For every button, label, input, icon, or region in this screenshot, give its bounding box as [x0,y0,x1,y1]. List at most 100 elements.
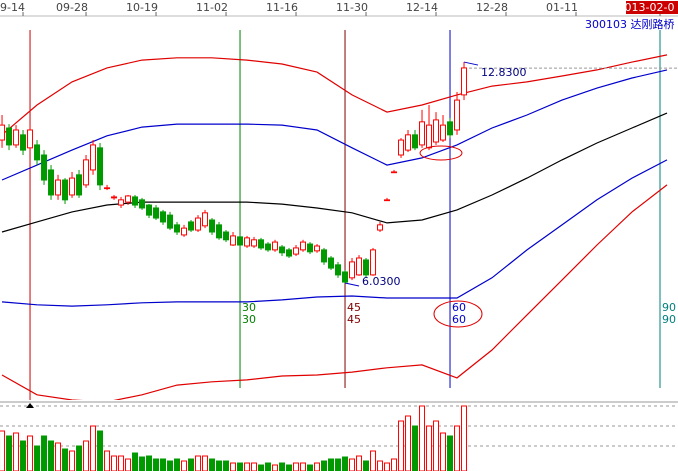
candle-body [174,224,181,233]
candle-body [118,199,125,206]
volume-bar [314,462,321,471]
candle-body [13,129,20,146]
candle-body [202,212,209,227]
x-tick-label: 11-16 [266,1,298,14]
candle-body [391,171,398,174]
volume-bar [20,440,27,471]
candle-body [286,249,293,257]
candle-body [426,124,433,149]
volume-bar [363,460,370,471]
volume-bar [244,462,251,471]
candle-body [139,199,146,209]
candle-body [272,241,279,251]
candle-body [300,241,307,251]
volume-bar [6,435,13,471]
cycle-label: 60 [452,313,466,326]
candle-body [384,199,391,202]
volume-bar [83,440,90,471]
candle-body [244,237,251,247]
volume-bar [132,452,139,471]
volume-bar [419,405,426,471]
annotation-label: 6.0300 [362,275,401,288]
cycle-label: 90 [662,313,676,326]
volume-bar [237,462,244,471]
volume-panel [0,405,468,471]
volume-bar [153,458,160,471]
candle-body [216,224,223,239]
candle-body [188,221,195,231]
candle-body [363,259,370,276]
candle-body [307,243,314,253]
candle-body [76,174,83,196]
candle-body [195,217,202,231]
candle-body [125,195,132,203]
volume-bar [454,425,461,471]
band-line [1,54,668,136]
candle-body [0,124,6,141]
annotation-leader [344,282,360,287]
candle-body [104,187,111,190]
band-line [1,69,668,181]
candle-body [132,196,139,206]
candle-body [223,231,230,241]
candle-body [237,236,244,246]
volume-bar [27,435,34,471]
chart-title: 300103 达刚路桥 [585,18,675,31]
candle-body [160,211,167,223]
candle-body [230,235,237,246]
cycle-label: 90 [662,301,676,314]
cycle-label: 45 [347,301,361,314]
candle-body [62,179,69,201]
volume-bar [251,462,258,471]
annotation-label: 12.8300 [481,66,527,79]
x-tick-label: 2013-02-0 [618,1,675,14]
volume-bar [202,455,209,471]
candle-body [328,257,335,269]
candle-body [335,264,342,276]
candle-body [48,169,55,196]
volume-bar [167,460,174,471]
volume-bar [335,458,342,471]
volume-bar [286,464,293,471]
x-tick-label: 11-30 [336,1,368,14]
volume-bar [258,464,265,471]
candle-body [440,124,447,141]
volume-bar [307,464,314,471]
candle-body [111,196,118,199]
volume-bar [412,425,419,471]
volume-bar [97,430,104,471]
candle-body [97,147,104,186]
volume-bar [405,415,412,471]
annotation-leader [463,61,479,66]
volume-bar [160,458,167,471]
candle-body [356,257,363,276]
cycle-start-marker [26,403,35,408]
volume-bar [384,462,391,471]
volume-bar [391,458,398,471]
volume-bar [433,420,440,471]
candle-body [461,67,468,96]
band-line [1,184,668,400]
x-tick-label: 12-28 [476,1,508,14]
x-tick-label: 10-19 [126,1,158,14]
volume-bar [293,462,300,471]
band-line [1,112,668,233]
candle-body [258,239,265,249]
volume-bar [34,445,41,471]
candle-body [90,144,97,171]
candle-body [6,127,13,146]
candle-body [321,249,328,263]
cycle-label: 45 [347,313,361,326]
cycle-label: 60 [452,301,466,314]
candle-body [454,99,461,131]
candle-body [209,219,216,233]
x-tick-label: 01-11 [546,1,578,14]
volume-bar [370,450,377,471]
volume-bar [104,450,111,471]
candle-body [398,139,405,156]
candle-body [83,159,90,186]
volume-bar [188,458,195,471]
cycle-label: 30 [242,301,256,314]
candle-body [251,239,258,247]
